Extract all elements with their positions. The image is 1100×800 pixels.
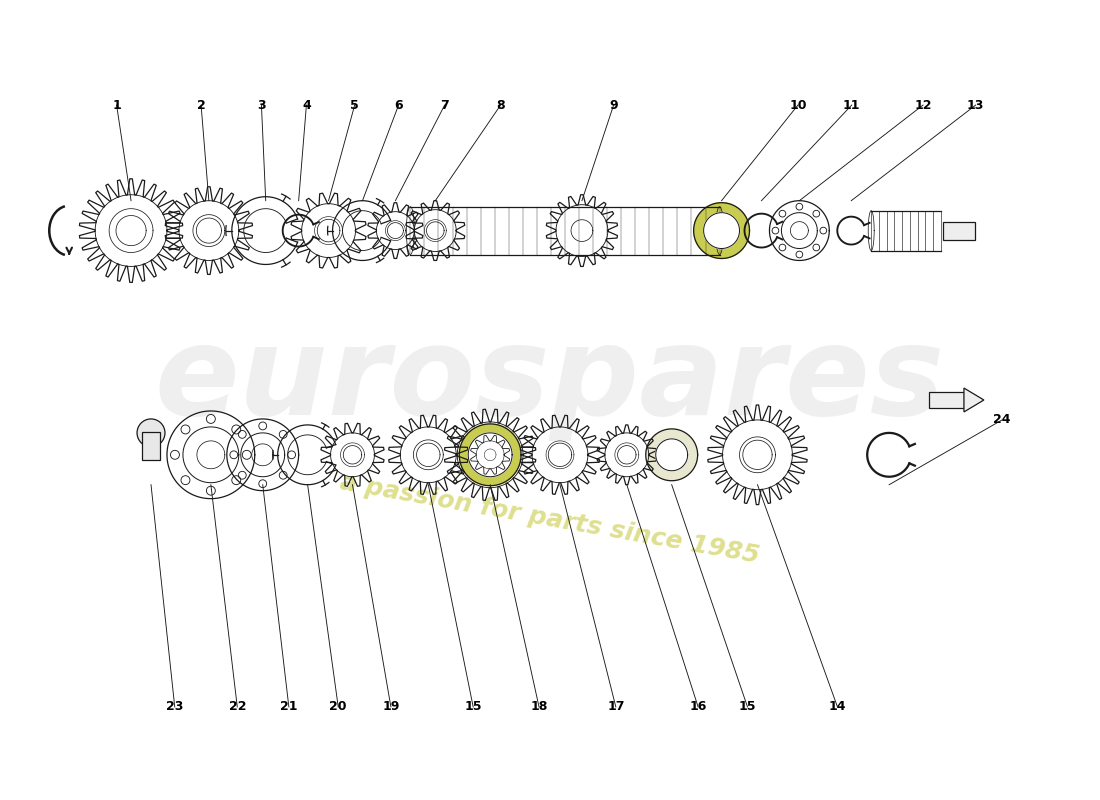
Text: 17: 17 — [607, 701, 625, 714]
Text: 12: 12 — [914, 98, 932, 111]
Text: 8: 8 — [496, 98, 505, 111]
Circle shape — [138, 419, 165, 447]
Polygon shape — [646, 429, 697, 481]
Polygon shape — [459, 424, 521, 486]
Text: eurospares: eurospares — [155, 319, 945, 441]
Text: 9: 9 — [609, 98, 618, 111]
Text: 19: 19 — [382, 701, 399, 714]
Polygon shape — [704, 213, 739, 249]
Text: 2: 2 — [197, 98, 206, 111]
Text: 24: 24 — [993, 414, 1011, 426]
Text: 20: 20 — [330, 701, 346, 714]
Text: 15: 15 — [464, 701, 482, 714]
Text: 23: 23 — [166, 701, 184, 714]
Text: 14: 14 — [828, 701, 846, 714]
Text: 21: 21 — [280, 701, 298, 714]
Text: 15: 15 — [739, 701, 757, 714]
Polygon shape — [656, 439, 688, 470]
Text: 6: 6 — [394, 98, 403, 111]
Bar — [142, 432, 160, 460]
Text: 11: 11 — [843, 98, 860, 111]
Text: 7: 7 — [440, 98, 449, 111]
Text: 22: 22 — [229, 701, 246, 714]
Text: 4: 4 — [302, 98, 311, 111]
Text: 3: 3 — [257, 98, 266, 111]
Text: 10: 10 — [789, 98, 806, 111]
Polygon shape — [964, 388, 983, 412]
Polygon shape — [469, 433, 513, 477]
Text: a passion for parts since 1985: a passion for parts since 1985 — [339, 471, 761, 568]
Text: 13: 13 — [967, 98, 984, 111]
Bar — [930, 392, 964, 408]
Bar — [943, 222, 975, 239]
Text: 5: 5 — [350, 98, 359, 111]
Polygon shape — [694, 202, 749, 258]
Text: 1: 1 — [112, 98, 121, 111]
Text: 18: 18 — [530, 701, 548, 714]
Text: 16: 16 — [690, 701, 707, 714]
